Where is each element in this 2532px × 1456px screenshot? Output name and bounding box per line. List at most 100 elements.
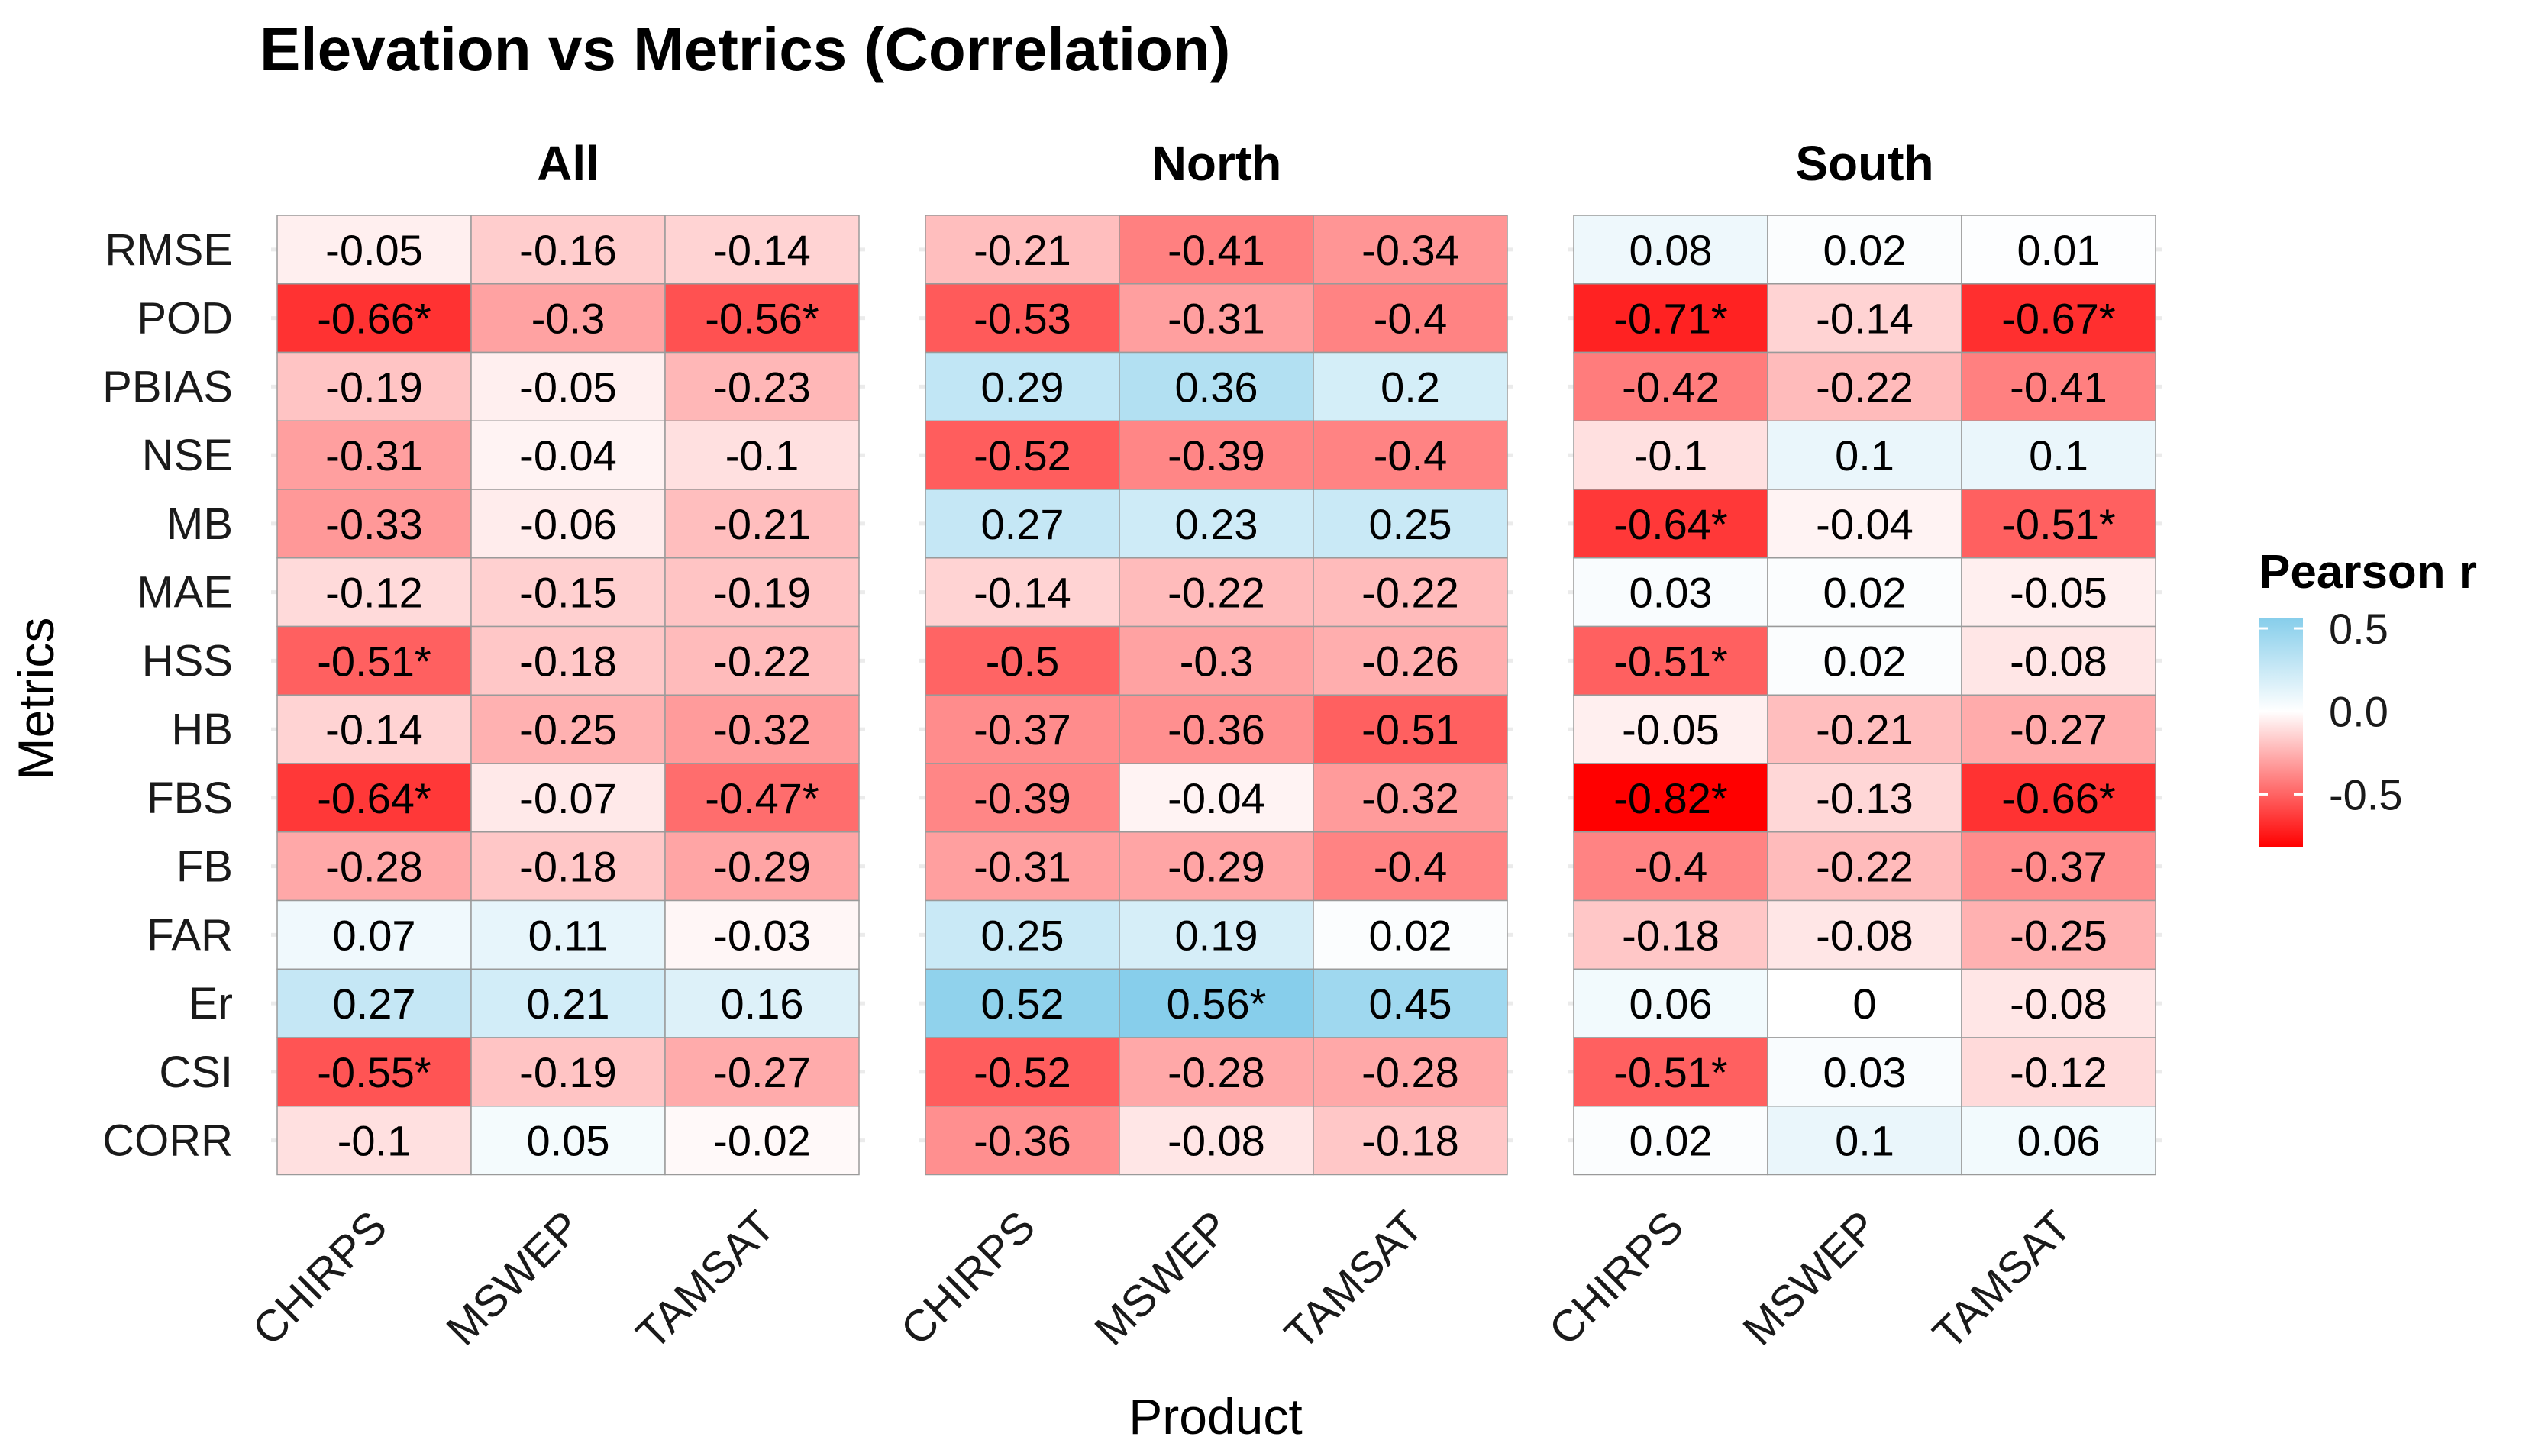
cell-label: -0.22 (713, 637, 811, 685)
cell-label: -0.41 (1167, 226, 1265, 274)
cell-label: -0.16 (519, 226, 617, 274)
heatmap-cell (664, 283, 860, 354)
heatmap-cell (664, 831, 860, 902)
cell-label: -0.22 (1361, 569, 1459, 617)
cell-label: 0.05 (527, 1117, 610, 1165)
heatmap-cell (1767, 1106, 1962, 1176)
cell-label: -0.36 (1167, 705, 1265, 754)
cell-label: 0.25 (1369, 500, 1452, 548)
cell-label: -0.25 (2010, 911, 2107, 959)
cell-label: 0.02 (1629, 1117, 1713, 1165)
y-tick-label: HB (171, 705, 233, 754)
y-tick-label: FB (176, 842, 233, 892)
y-tick-label: MAE (137, 568, 233, 618)
heatmap-cell (664, 694, 860, 764)
chart-title: Elevation vs Metrics (Correlation) (260, 15, 1230, 83)
cell-label: -0.1 (1634, 431, 1708, 479)
cell-label: -0.29 (713, 843, 811, 891)
heatmap-cell (1767, 489, 1962, 559)
cell-label: 0.01 (2017, 226, 2101, 274)
heatmap-cell (1573, 215, 1768, 285)
heatmap-cell (1961, 763, 2156, 833)
cell-label: -0.31 (974, 843, 1071, 891)
cell-label: -0.51 (1361, 705, 1459, 754)
cell-label: -0.28 (1361, 1048, 1459, 1096)
heatmap-cell (1767, 283, 1962, 354)
legend-tick-label: 0.5 (2329, 605, 2388, 653)
cell-label: -0.3 (1180, 637, 1254, 685)
cell-label: -0.32 (1361, 774, 1459, 822)
heatmap-cell (276, 694, 472, 764)
cell-label: -0.14 (1816, 295, 1914, 343)
cell-label: -0.18 (519, 637, 617, 685)
heatmap-cell (1767, 420, 1962, 490)
cell-label: 0.27 (981, 500, 1064, 548)
y-axis-ticks: RMSE POD PBIAS NSE MB MAE HSS HB FBS FB FAR Er CSI CO… (102, 225, 233, 1166)
cell-label: 0.02 (1369, 911, 1452, 959)
cell-label: -0.08 (2010, 980, 2107, 1028)
cell-label: 0.23 (1175, 500, 1258, 548)
cell-label: 0 (1852, 980, 1876, 1028)
heatmap-cell (1767, 625, 1962, 696)
heatmap-cell (664, 1106, 860, 1176)
heatmap-cell (664, 625, 860, 696)
cell-label: -0.51* (317, 637, 431, 685)
heatmap-cell (1313, 215, 1508, 285)
heatmap-cell (470, 831, 666, 902)
cell-label: -0.51* (1613, 1048, 1727, 1096)
cell-label: -0.47* (705, 774, 819, 822)
cell-label: -0.18 (519, 843, 617, 891)
cell-label: 0.19 (1175, 911, 1258, 959)
heatmap-cell (1961, 420, 2156, 490)
cell-label: -0.39 (974, 774, 1071, 822)
legend-tick-label: -0.5 (2329, 770, 2403, 818)
cell-label: -0.66* (317, 295, 431, 343)
facet-title: All (537, 136, 599, 191)
heatmap-cell (1573, 763, 1768, 833)
facet-title: North (1151, 136, 1282, 191)
cell-label: -0.36 (974, 1117, 1071, 1165)
cell-label: 0.45 (1369, 980, 1452, 1028)
heatmap-cell (1573, 420, 1768, 490)
heatmap-cell (470, 968, 666, 1038)
cell-label: -0.18 (1361, 1117, 1459, 1165)
y-tick-label: MB (166, 499, 233, 549)
cell-label: -0.32 (713, 705, 811, 754)
cell-label: -0.19 (325, 363, 423, 411)
cell-label: -0.52 (974, 431, 1071, 479)
facet-panel-all: All -0.05 -0.16 -0.14 -0.66* -0.3 -0.56* -0.19 -… (243, 136, 865, 1359)
cell-label: 0.25 (981, 911, 1064, 959)
heatmap-cell (1119, 351, 1314, 421)
cell-label: 0.06 (2017, 1117, 2101, 1165)
heatmap-cell (1119, 215, 1314, 285)
cell-label: -0.3 (531, 295, 606, 343)
cell-label: -0.21 (713, 500, 811, 548)
heatmap-cell (1961, 283, 2156, 354)
cell-label: -0.28 (325, 843, 423, 891)
cell-label: -0.08 (1816, 911, 1914, 959)
cell-label: 0.07 (333, 911, 416, 959)
heatmap-cell (1119, 899, 1314, 970)
cell-label: 0.21 (527, 980, 610, 1028)
cell-label: -0.52 (974, 1048, 1071, 1096)
cell-label: -0.22 (1816, 843, 1914, 891)
x-tick-label: MSWEP (1085, 1202, 1239, 1355)
heatmap-cell (1961, 215, 2156, 285)
heatmap-cell (470, 625, 666, 696)
cell-label: -0.51* (1613, 637, 1727, 685)
cell-label: -0.64* (1613, 500, 1727, 548)
heatmap-cell (1961, 351, 2156, 421)
heatmap-cell (276, 968, 472, 1038)
cell-label: -0.55* (317, 1048, 431, 1096)
cell-label: -0.13 (1816, 774, 1914, 822)
heatmap-cell (1767, 763, 1962, 833)
heatmap-cell (925, 899, 1120, 970)
facet-title: South (1795, 136, 1933, 191)
heatmap-cell (664, 763, 860, 833)
heatmap-cell (925, 489, 1120, 559)
legend-colorbar (2259, 618, 2303, 847)
cell-label: -0.12 (2010, 1048, 2107, 1096)
facet-panels: All -0.05 -0.16 -0.14 -0.66* -0.3 -0.56* -0.19 -… (243, 136, 2162, 1359)
cell-label: -0.66* (2001, 774, 2115, 822)
y-tick-label: CORR (102, 1116, 233, 1166)
